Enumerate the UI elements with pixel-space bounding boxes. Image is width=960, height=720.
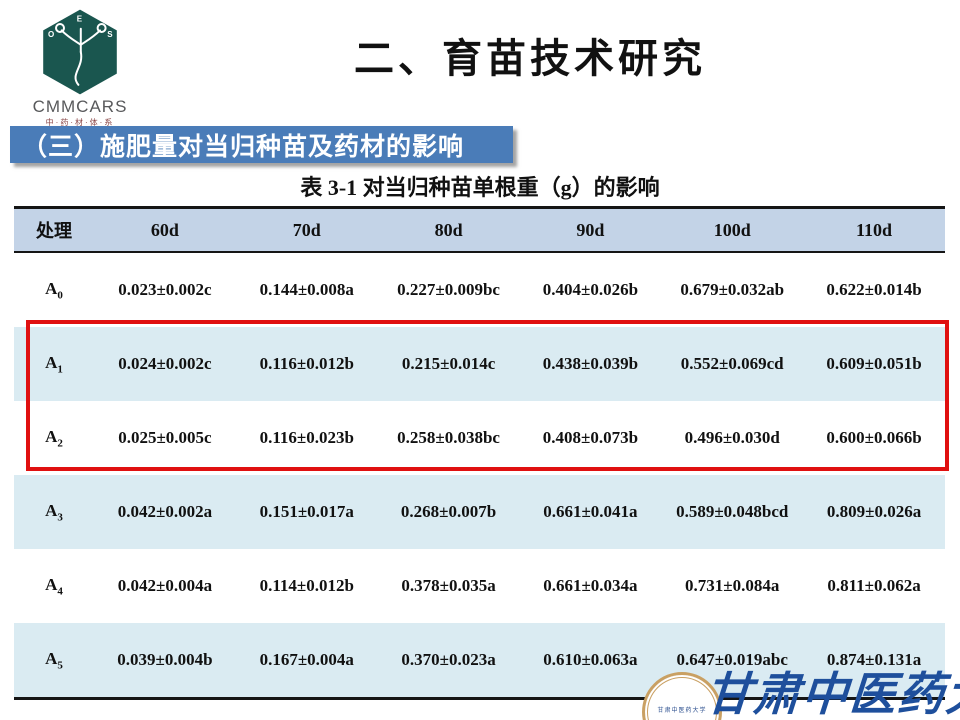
column-header: 80d bbox=[377, 206, 520, 253]
cell: 0.144±0.008a bbox=[259, 280, 354, 299]
svg-text:S: S bbox=[107, 30, 113, 39]
table-row-a3: A3 0.042±0.002a 0.151±0.017a 0.268±0.007… bbox=[14, 475, 945, 549]
row-label-base: A bbox=[45, 648, 58, 668]
cell: 0.811±0.062a bbox=[827, 576, 921, 595]
cell: 0.552±0.069cd bbox=[680, 354, 784, 373]
cell: 0.496±0.030d bbox=[684, 428, 780, 447]
cmmcars-hexagon-icon: E O S bbox=[43, 9, 117, 95]
table-header-row: 处理 60d 70d 80d 90d 100d 110d bbox=[14, 206, 945, 253]
slide-title: 二、育苗技术研究 bbox=[354, 36, 706, 81]
cell: 0.378±0.035a bbox=[401, 576, 496, 595]
table-row-a0: A0 0.023±0.002c 0.144±0.008a 0.227±0.009… bbox=[14, 252, 945, 327]
row-label-sub: 3 bbox=[57, 511, 63, 524]
data-table-container: 处理 60d 70d 80d 90d 100d 110d A0 0.023±0.… bbox=[14, 206, 945, 700]
cell: 0.116±0.023b bbox=[259, 428, 354, 447]
row-label: A2 bbox=[14, 401, 94, 475]
cell: 0.809±0.026a bbox=[826, 502, 922, 521]
cmmcars-acronym: CMMCARS bbox=[32, 97, 128, 116]
cell: 0.408±0.073b bbox=[542, 428, 639, 447]
cell: 0.609±0.051b bbox=[826, 354, 922, 373]
cell: 0.661±0.034a bbox=[543, 576, 638, 595]
column-header: 90d bbox=[519, 206, 662, 253]
cell: 0.438±0.039b bbox=[542, 354, 639, 373]
cell: 0.661±0.041a bbox=[543, 502, 638, 521]
cell: 0.167±0.004a bbox=[235, 623, 378, 700]
cell: 0.227±0.009bc bbox=[397, 280, 500, 299]
cell: 0.024±0.002c bbox=[118, 354, 212, 373]
table-row-a5: A5 0.039±0.004b 0.167±0.004a 0.370±0.023… bbox=[14, 623, 945, 700]
row-label-base: A bbox=[45, 352, 58, 372]
cell: 0.647±0.019abc bbox=[661, 623, 804, 700]
cell: 0.114±0.012b bbox=[259, 576, 354, 595]
cell: 0.151±0.017a bbox=[259, 502, 354, 521]
university-calligraphy: 甘肃中医药大学 bbox=[703, 669, 960, 720]
row-label-base: A bbox=[45, 426, 58, 446]
cmmcars-logo: E O S CMMCARS 中·药·材·体·系 bbox=[20, 8, 140, 128]
cell: 0.215±0.014c bbox=[401, 354, 496, 373]
row-label: A4 bbox=[14, 549, 94, 623]
svg-text:E: E bbox=[77, 15, 83, 24]
section-banner: （三）施肥量对当归种苗及药材的影响 bbox=[10, 126, 513, 163]
university-seal-text: 甘肃中医药大学 bbox=[657, 708, 707, 715]
cell: 0.589±0.048bcd bbox=[676, 502, 789, 521]
row-label-sub: 4 bbox=[57, 585, 63, 598]
cmmcars-subtitle: 中·药·材·体·系 bbox=[45, 117, 115, 127]
row-label-sub: 5 bbox=[57, 659, 63, 672]
table-row-a4: A4 0.042±0.004a 0.114±0.012b 0.378±0.035… bbox=[14, 549, 945, 623]
section-banner-label: （三）施肥量对当归种苗及药材的影响 bbox=[22, 133, 465, 161]
cell: 0.622±0.014b bbox=[826, 280, 922, 299]
row-label: A0 bbox=[14, 252, 94, 327]
cell: 0.268±0.007b bbox=[400, 502, 497, 521]
cell: 0.600±0.066b bbox=[826, 428, 922, 447]
table-caption: 表 3-1 对当归种苗单根重（g）的影响 bbox=[300, 175, 660, 200]
cell: 0.731±0.084a bbox=[685, 576, 780, 595]
column-header: 60d bbox=[94, 206, 236, 253]
column-header: 处理 bbox=[14, 206, 94, 253]
row-label-base: A bbox=[45, 574, 58, 594]
row-label: A3 bbox=[14, 475, 94, 549]
cell: 0.042±0.004a bbox=[117, 576, 213, 595]
cell: 0.610±0.063a bbox=[519, 623, 662, 700]
row-label-base: A bbox=[45, 500, 58, 520]
row-label-base: A bbox=[45, 278, 58, 298]
column-header: 70d bbox=[235, 206, 378, 253]
svg-text:O: O bbox=[48, 30, 54, 39]
table-row-a2: A2 0.025±0.005c 0.116±0.023b 0.258±0.038… bbox=[14, 401, 945, 475]
cell: 0.039±0.004b bbox=[94, 623, 236, 700]
column-header: 110d bbox=[803, 206, 945, 253]
row-label: A1 bbox=[14, 327, 94, 401]
row-label-sub: 0 bbox=[57, 289, 63, 302]
seedling-root-weight-table: 处理 60d 70d 80d 90d 100d 110d A0 0.023±0.… bbox=[14, 206, 945, 700]
cell: 0.116±0.012b bbox=[259, 354, 354, 373]
cell: 0.025±0.005c bbox=[118, 428, 212, 447]
table-row-a1: A1 0.024±0.002c 0.116±0.012b 0.215±0.014… bbox=[14, 327, 945, 401]
column-header: 100d bbox=[661, 206, 804, 253]
cell: 0.042±0.002a bbox=[117, 502, 213, 521]
cell: 0.404±0.026b bbox=[542, 280, 639, 299]
cell: 0.679±0.032ab bbox=[680, 280, 785, 299]
row-label-sub: 2 bbox=[57, 437, 63, 450]
cell: 0.258±0.038bc bbox=[397, 428, 500, 447]
cell: 0.874±0.131a bbox=[803, 623, 945, 700]
row-label: A5 bbox=[14, 623, 94, 700]
cell: 0.370±0.023a bbox=[377, 623, 520, 700]
cell: 0.023±0.002c bbox=[118, 280, 212, 299]
row-label-sub: 1 bbox=[57, 363, 63, 376]
